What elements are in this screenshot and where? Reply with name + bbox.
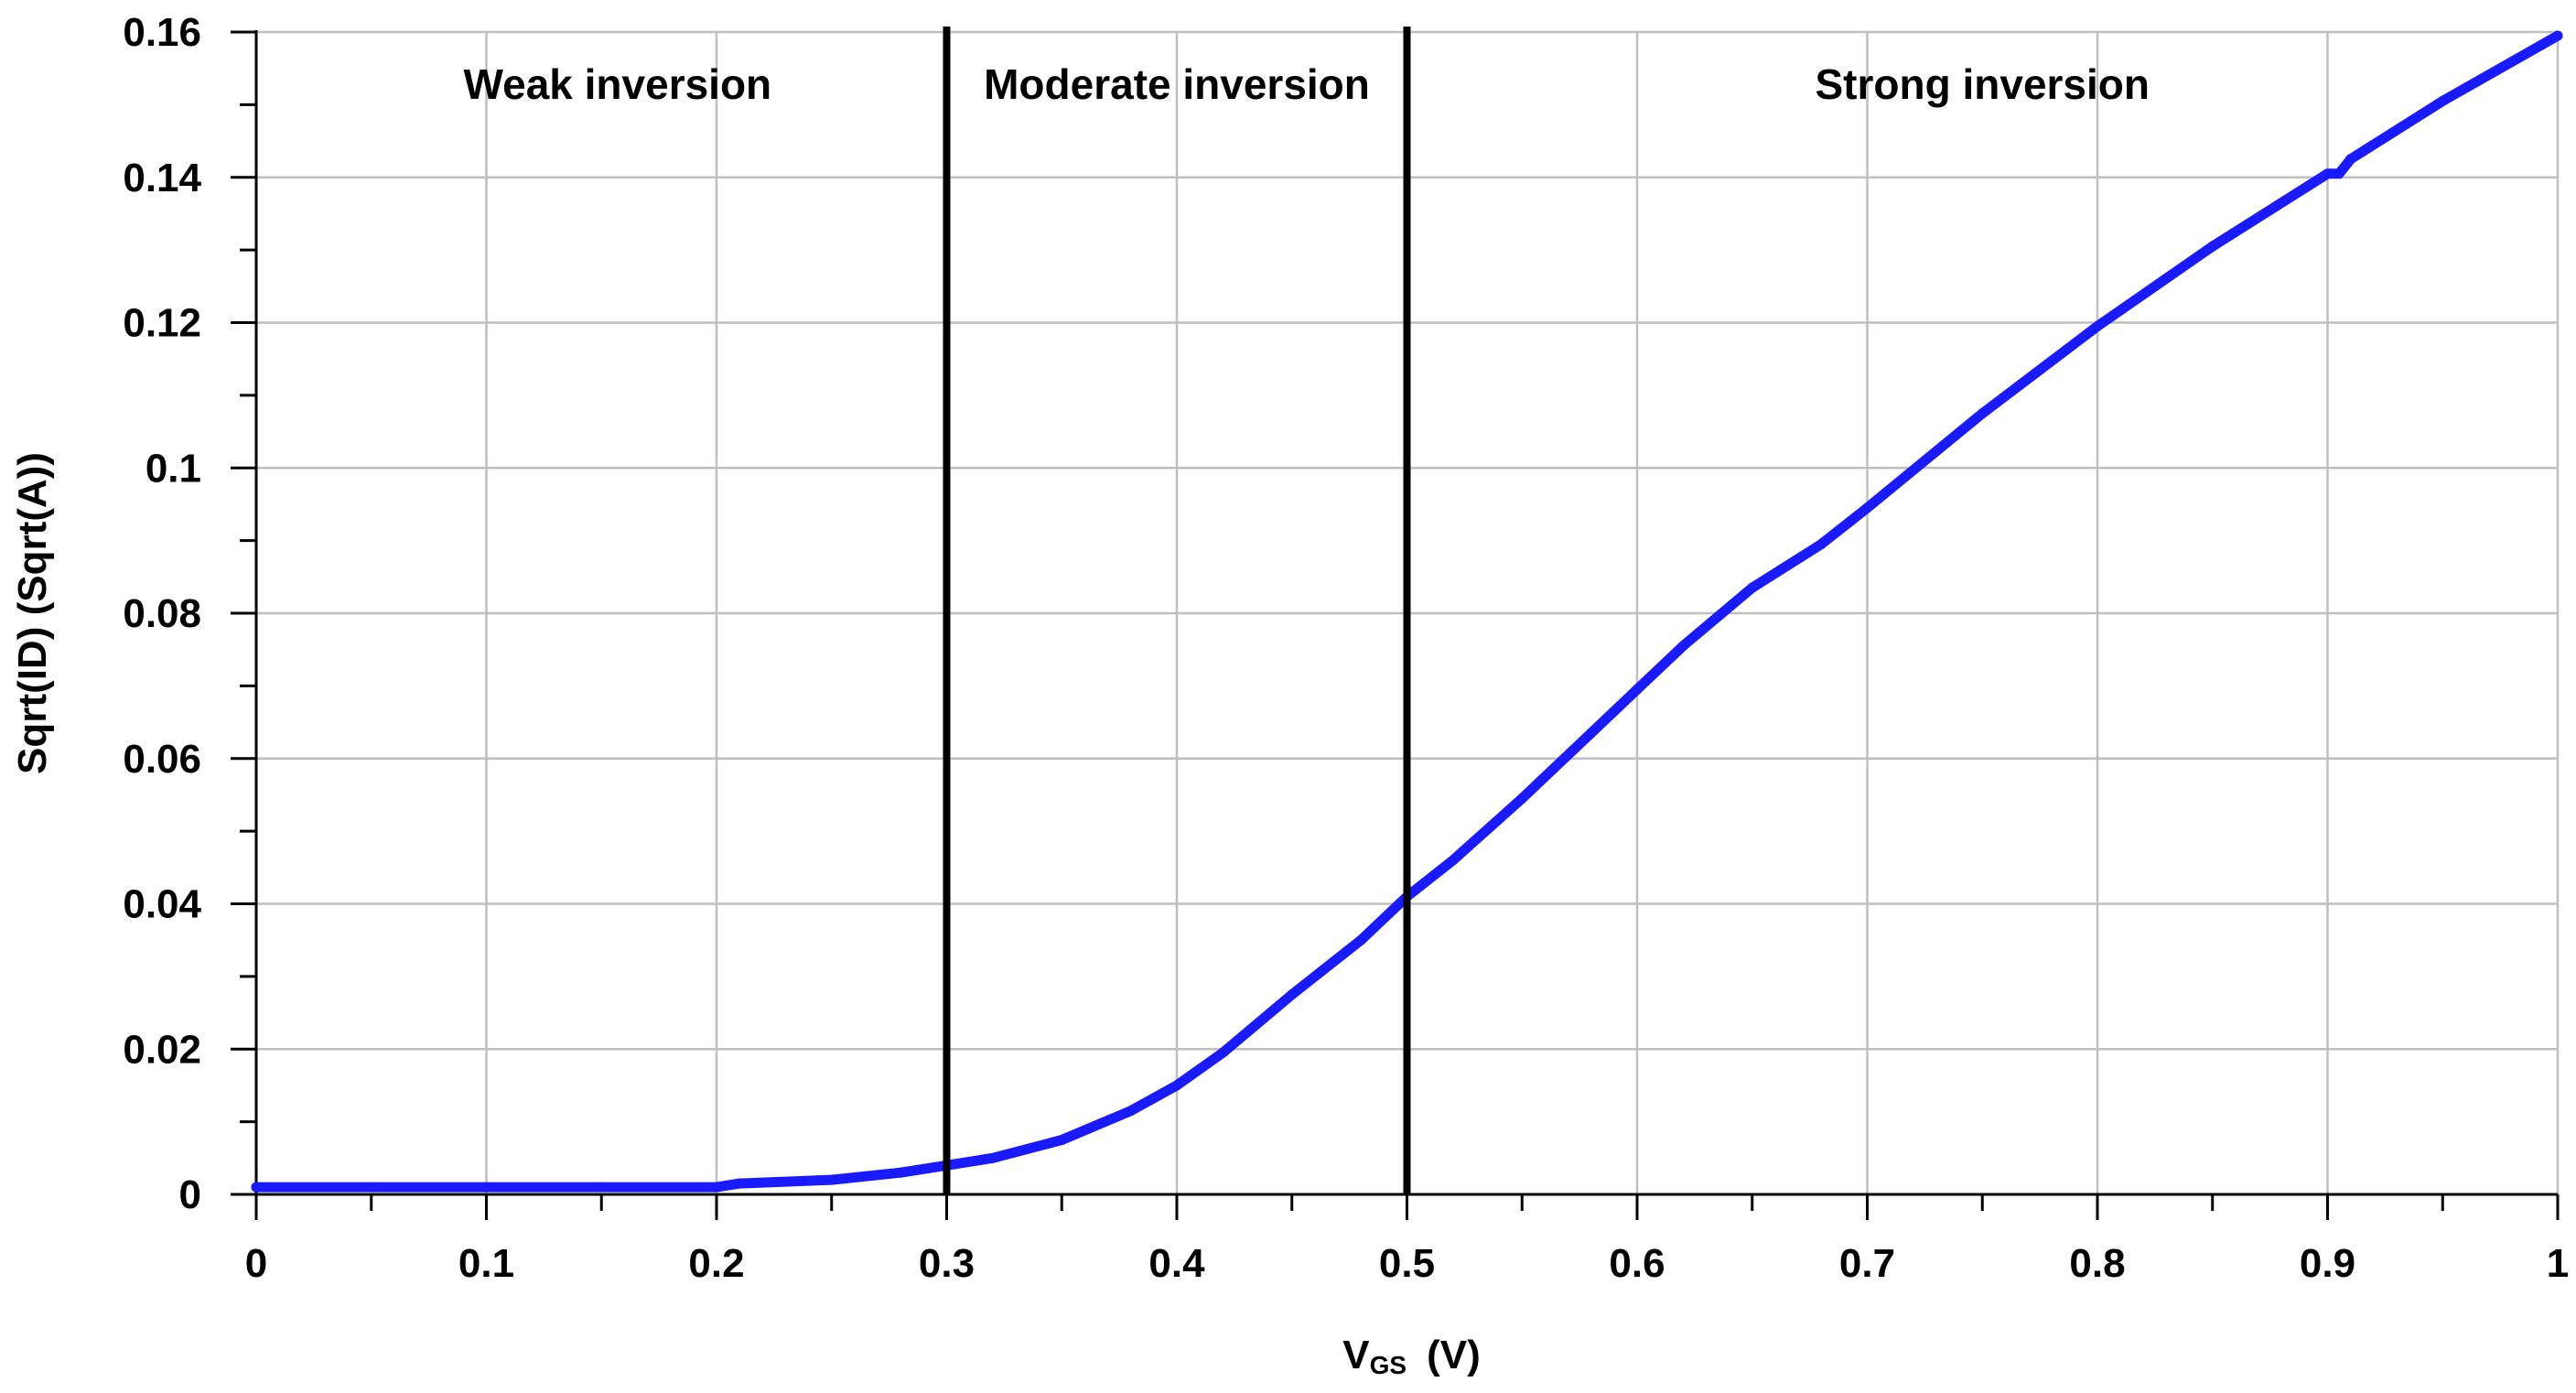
data-point [1056,1134,1067,1145]
data-point [2333,168,2344,179]
x-axis-title: VGS (V) [1342,1333,1480,1379]
data-point [366,1182,377,1193]
region-label-moderate: Moderate inversion [984,60,1370,108]
data-point [251,1182,262,1193]
data-point [2207,241,2218,252]
x-tick-label: 0.5 [1379,1241,1435,1286]
y-tick-label: 0.02 [123,1027,201,1072]
region-label-weak: Weak inversion [464,60,772,108]
x-tick-label: 1 [2547,1241,2569,1286]
y-tick-label: 0.12 [123,301,201,346]
data-point [1862,502,1872,513]
y-axis-title: Sqrt(ID) (Sqrt(A)) [10,452,55,774]
data-point [1171,1080,1182,1091]
data-point [2552,30,2563,41]
x-tick-label: 0.9 [2300,1241,2355,1286]
region-label-strong: Strong inversion [1816,60,2150,108]
data-point [1677,641,1688,652]
y-tick-label: 0.08 [123,591,201,636]
region-boundaries [943,27,1411,1194]
y-tick-label: 0.04 [123,882,201,927]
x-axis-title-subscript: GS [1370,1351,1407,1379]
data-point [1355,934,1366,945]
data-point [1586,728,1597,739]
x-tick-label: 0.1 [458,1241,514,1286]
data-point [1287,989,1298,1000]
data-point [1977,408,1988,419]
x-tick-label: 0 [245,1241,267,1286]
x-tick-label: 0.6 [1609,1241,1665,1286]
data-point [1448,855,1459,866]
x-tick-label: 0.4 [1148,1241,1205,1286]
data-point [734,1178,745,1189]
data-point [1747,582,1758,593]
data-point [1217,1047,1228,1058]
labels: Weak inversion Moderate inversion Strong i… [10,60,2150,1379]
data-point [2323,168,2333,179]
data-point [826,1174,837,1185]
data-point [2345,154,2356,165]
y-tick-label: 0.16 [123,10,201,55]
data-point [1632,684,1643,695]
y-tick-label: 0.1 [146,446,201,491]
y-tick-label: 0.14 [123,156,201,200]
data-point [1816,539,1827,550]
data-point [1516,793,1527,804]
y-tick-label: 0 [179,1172,201,1217]
data-point [2092,320,2103,331]
data-point [711,1182,722,1193]
data-point [2437,95,2448,106]
axes: 0 0.1 0.2 0.3 0.4 0.5 0.6 0.7 0.8 0.9 1 0 0.02 0.04 0.… [123,10,2569,1286]
x-axis-title-unit: (V) [1427,1333,1481,1377]
data-point [895,1167,906,1178]
x-axis-title-main: V [1342,1333,1370,1377]
x-tick-label: 0.2 [688,1241,744,1286]
x-tick-label: 0.7 [1839,1241,1895,1286]
data-point [987,1152,998,1163]
data-point [481,1182,491,1193]
data-point [1126,1106,1137,1117]
x-tick-label: 0.8 [2069,1241,2125,1286]
y-tick-label: 0.06 [123,737,201,782]
data-point [596,1182,607,1193]
x-tick-label: 0.3 [919,1241,975,1286]
